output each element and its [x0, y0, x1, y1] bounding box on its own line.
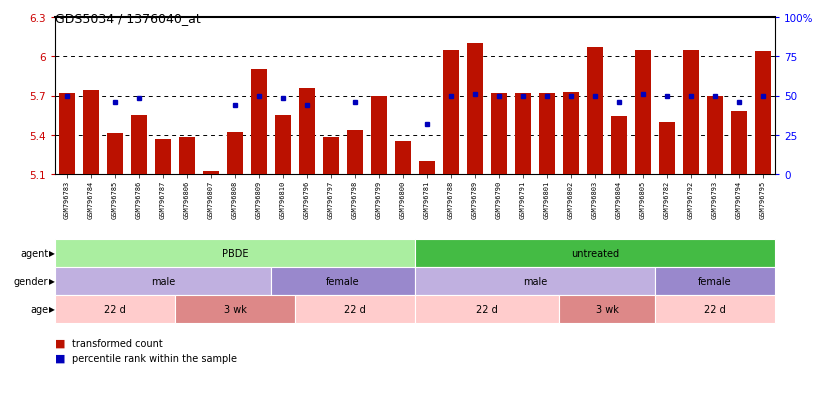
Bar — [755, 52, 771, 175]
Bar — [731, 112, 747, 175]
Bar — [251, 70, 267, 175]
Text: ■: ■ — [55, 338, 65, 348]
Bar — [707, 96, 723, 175]
Bar — [539, 94, 555, 175]
Text: gender: gender — [14, 276, 49, 286]
Bar — [107, 134, 123, 175]
Bar — [203, 172, 219, 175]
Text: untreated: untreated — [571, 248, 619, 259]
Text: transformed count: transformed count — [72, 338, 162, 348]
Bar — [227, 133, 243, 175]
Bar — [683, 50, 699, 175]
Text: 22 d: 22 d — [344, 304, 366, 314]
Text: percentile rank within the sample: percentile rank within the sample — [72, 353, 236, 363]
Bar — [59, 94, 75, 175]
Text: female: female — [326, 276, 360, 286]
Text: male: male — [151, 276, 175, 286]
Text: 3 wk: 3 wk — [224, 304, 246, 314]
Bar — [468, 44, 483, 175]
Bar — [611, 117, 627, 175]
Bar — [299, 88, 315, 175]
Text: 22 d: 22 d — [476, 304, 498, 314]
Text: ■: ■ — [55, 353, 65, 363]
Text: agent: agent — [20, 248, 49, 259]
Text: male: male — [523, 276, 547, 286]
Bar — [491, 94, 507, 175]
Bar — [444, 50, 458, 175]
Bar — [371, 96, 387, 175]
Bar — [155, 139, 171, 175]
Bar — [83, 91, 99, 175]
Bar — [563, 93, 579, 175]
Bar — [587, 48, 603, 175]
Text: ▶: ▶ — [50, 249, 55, 258]
Bar — [347, 130, 363, 175]
Bar — [659, 122, 675, 175]
Bar — [420, 161, 434, 175]
Bar — [131, 116, 147, 175]
Bar — [515, 94, 531, 175]
Bar — [323, 138, 339, 175]
Text: PBDE: PBDE — [221, 248, 249, 259]
Bar — [635, 50, 651, 175]
Text: GDS5034 / 1376040_at: GDS5034 / 1376040_at — [55, 12, 201, 25]
Text: 3 wk: 3 wk — [596, 304, 619, 314]
Text: ▶: ▶ — [50, 277, 55, 286]
Bar — [395, 142, 411, 175]
Text: age: age — [31, 304, 49, 314]
Text: ▶: ▶ — [50, 305, 55, 314]
Text: 22 d: 22 d — [704, 304, 726, 314]
Text: 22 d: 22 d — [104, 304, 126, 314]
Text: female: female — [698, 276, 732, 286]
Bar — [275, 116, 291, 175]
Bar — [179, 138, 195, 175]
